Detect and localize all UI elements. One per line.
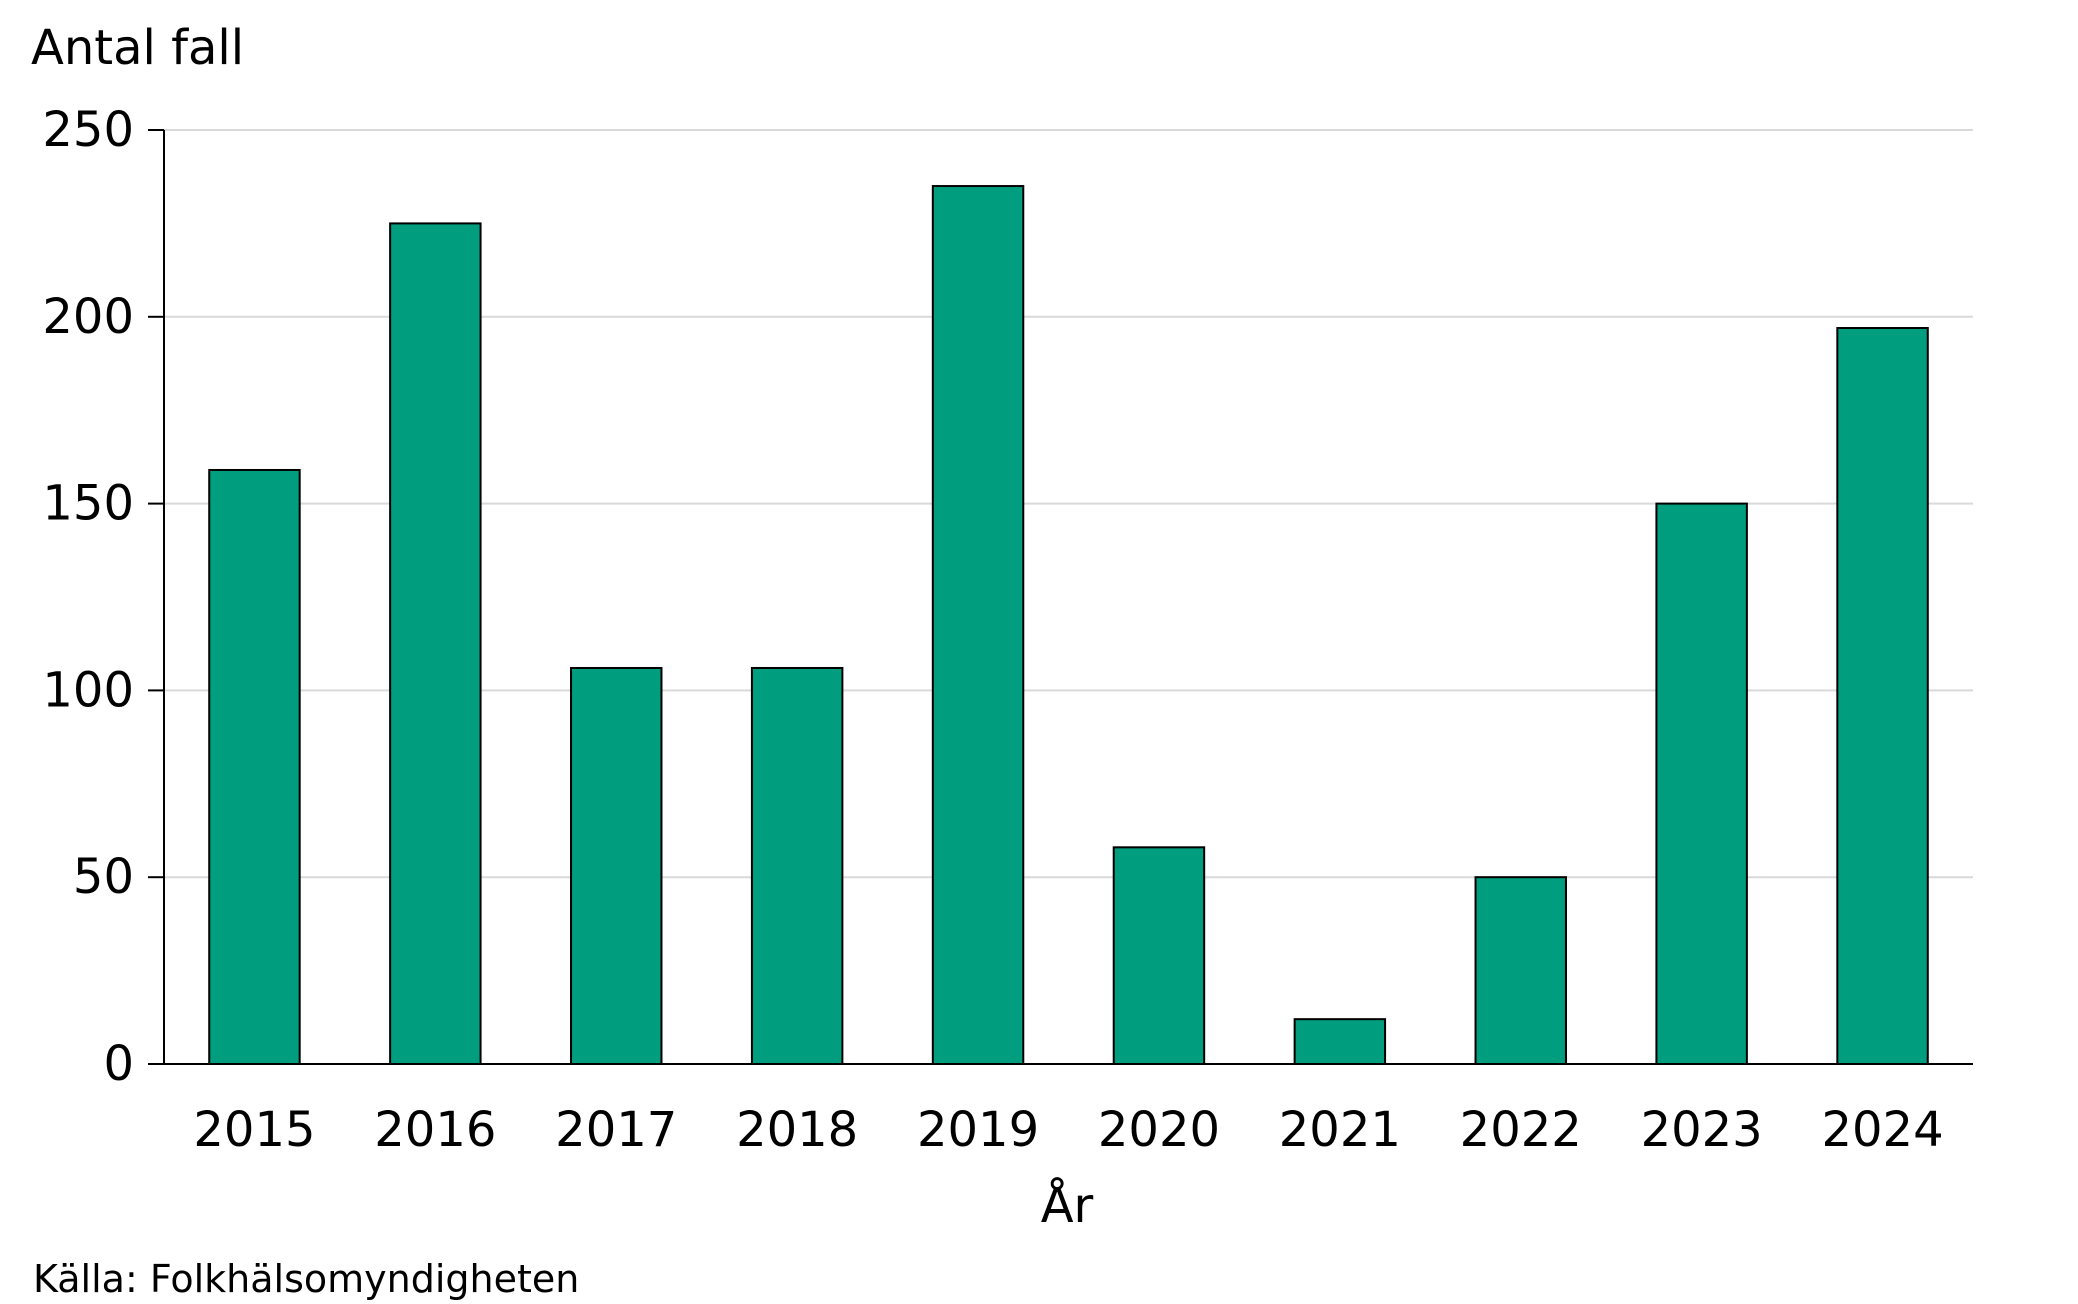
bar-2015 — [208, 468, 301, 1065]
x-tick-labels: 2015 2016 2017 2018 2019 2020 2021 2022 2023 2024 — [193, 1102, 1943, 1158]
axes — [148, 130, 1973, 1065]
bar-2024 — [1836, 327, 1929, 1065]
x-tick-label: 2016 — [374, 1102, 496, 1158]
x-tick-label: 2017 — [555, 1102, 677, 1158]
x-tick-label: 2018 — [736, 1102, 858, 1158]
bar-2023 — [1655, 502, 1748, 1066]
x-tick-label: 2023 — [1641, 1102, 1763, 1158]
x-axis-title: År — [1041, 1177, 1094, 1234]
y-tick-label: 50 — [73, 849, 134, 905]
x-tick-label: 2015 — [193, 1102, 315, 1158]
y-tick-label: 100 — [42, 662, 134, 718]
bar-2022 — [1474, 876, 1567, 1066]
bar-2018 — [750, 666, 844, 1065]
y-axis-title: Antal fall — [31, 20, 244, 76]
bar-2021 — [1293, 1018, 1387, 1066]
x-tick-label: 2024 — [1821, 1102, 1943, 1158]
bar-2016 — [389, 222, 482, 1065]
y-tick-label: 150 — [42, 476, 134, 532]
y-tick-label: 0 — [103, 1036, 134, 1092]
source-note: Källa: Folkhälsomyndigheten — [33, 1257, 579, 1300]
bar-2017 — [570, 666, 663, 1065]
x-tick-label: 2021 — [1279, 1102, 1401, 1158]
bar-2020 — [1112, 846, 1206, 1066]
y-tick-label: 250 — [42, 102, 134, 158]
x-tick-label: 2022 — [1460, 1102, 1582, 1158]
y-tick-labels: 0 50 100 150 200 250 — [42, 102, 164, 1092]
x-tick-label: 2019 — [917, 1102, 1039, 1158]
y-tick-label: 200 — [42, 289, 134, 345]
bars — [208, 185, 1929, 1066]
x-tick-label: 2020 — [1098, 1102, 1220, 1158]
bar-2019 — [931, 185, 1025, 1066]
